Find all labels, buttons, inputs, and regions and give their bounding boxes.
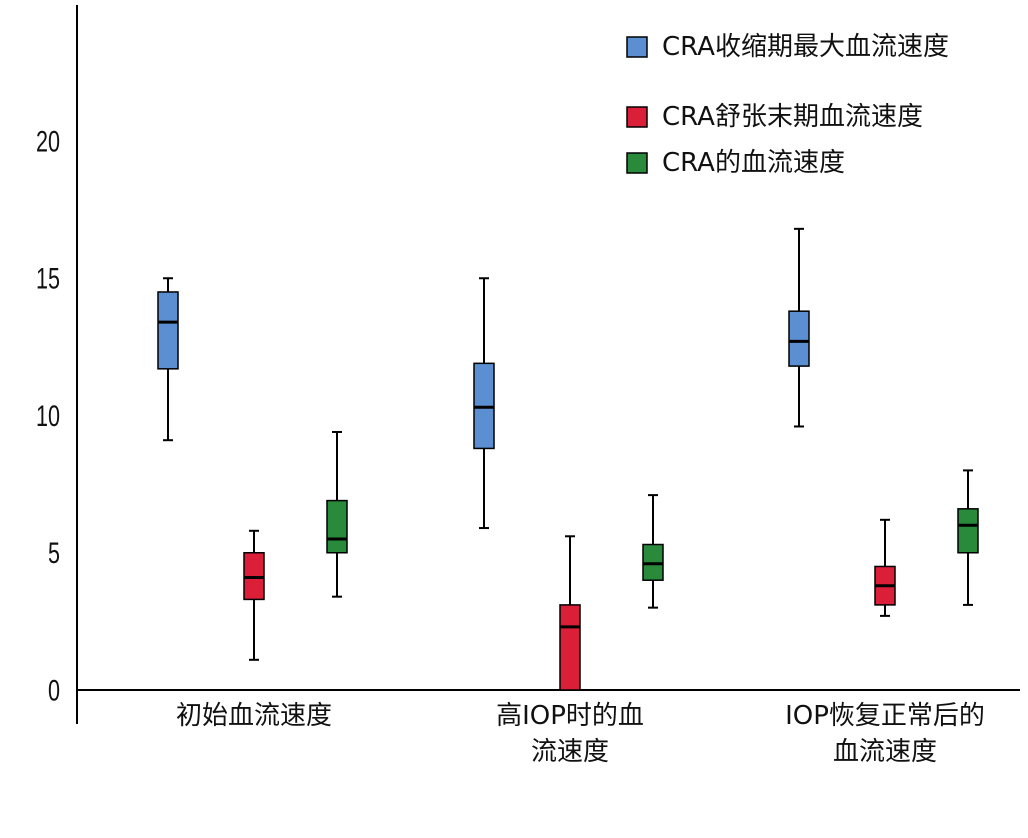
y-tick-label: 5 (48, 536, 60, 570)
box-body (957, 508, 979, 554)
box-0-1 (243, 529, 265, 661)
box-2-2 (957, 469, 979, 606)
box-1-0 (473, 277, 495, 530)
box-body (326, 499, 348, 554)
box-2-1 (874, 518, 896, 617)
legend-swatch (626, 152, 648, 174)
box-1-2 (642, 494, 664, 609)
legend-swatch (626, 106, 648, 128)
box-body (788, 310, 810, 367)
category-label: 血流速度 (833, 737, 937, 767)
category-label: IOP恢复正常后的 (785, 701, 985, 731)
box-0-0 (157, 277, 179, 442)
category-label: 流速度 (531, 737, 609, 767)
box-2-0 (788, 227, 810, 428)
box-body (157, 291, 179, 370)
legend-label: CRA收缩期最大血流速度 (662, 32, 949, 62)
box-1-1 (559, 535, 581, 691)
box-0-2 (326, 430, 348, 598)
legend-label: CRA的血流速度 (662, 148, 845, 178)
axes: 0 5 10 15 20 (36, 5, 1020, 724)
y-tick-label: 15 (36, 261, 60, 295)
legend-swatch (626, 36, 648, 58)
legend: CRA收缩期最大血流速度 CRA舒张末期血流速度 CRA的血流速度 (626, 32, 949, 178)
y-tick-label: 10 (36, 398, 60, 432)
category-label: 高IOP时的血 (496, 701, 644, 731)
legend-label: CRA舒张末期血流速度 (662, 102, 923, 132)
box-series (157, 227, 979, 691)
y-tick-label: 20 (36, 124, 60, 158)
y-tick-label: 0 (48, 673, 60, 707)
box-body (559, 604, 581, 691)
category-label: 初始血流速度 (176, 701, 332, 731)
